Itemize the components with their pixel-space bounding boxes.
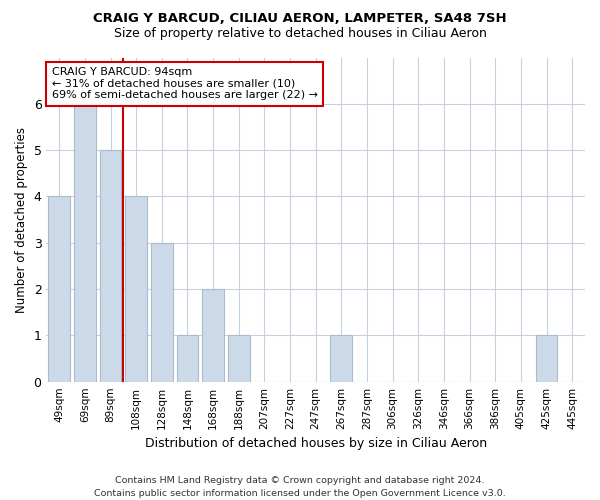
Text: CRAIG Y BARCUD: 94sqm
← 31% of detached houses are smaller (10)
69% of semi-deta: CRAIG Y BARCUD: 94sqm ← 31% of detached … (52, 67, 318, 100)
Bar (74, 104, 96, 382)
Bar (49, 196, 70, 382)
Bar (100, 150, 121, 382)
Text: Contains HM Land Registry data © Crown copyright and database right 2024.
Contai: Contains HM Land Registry data © Crown c… (94, 476, 506, 498)
Bar (151, 242, 173, 382)
Bar (125, 196, 147, 382)
Bar (228, 336, 250, 382)
Bar (331, 336, 352, 382)
X-axis label: Distribution of detached houses by size in Ciliau Aeron: Distribution of detached houses by size … (145, 437, 487, 450)
Bar (202, 289, 224, 382)
Y-axis label: Number of detached properties: Number of detached properties (15, 126, 28, 312)
Bar (536, 336, 557, 382)
Bar (176, 336, 199, 382)
Text: CRAIG Y BARCUD, CILIAU AERON, LAMPETER, SA48 7SH: CRAIG Y BARCUD, CILIAU AERON, LAMPETER, … (93, 12, 507, 26)
Text: Size of property relative to detached houses in Ciliau Aeron: Size of property relative to detached ho… (113, 28, 487, 40)
